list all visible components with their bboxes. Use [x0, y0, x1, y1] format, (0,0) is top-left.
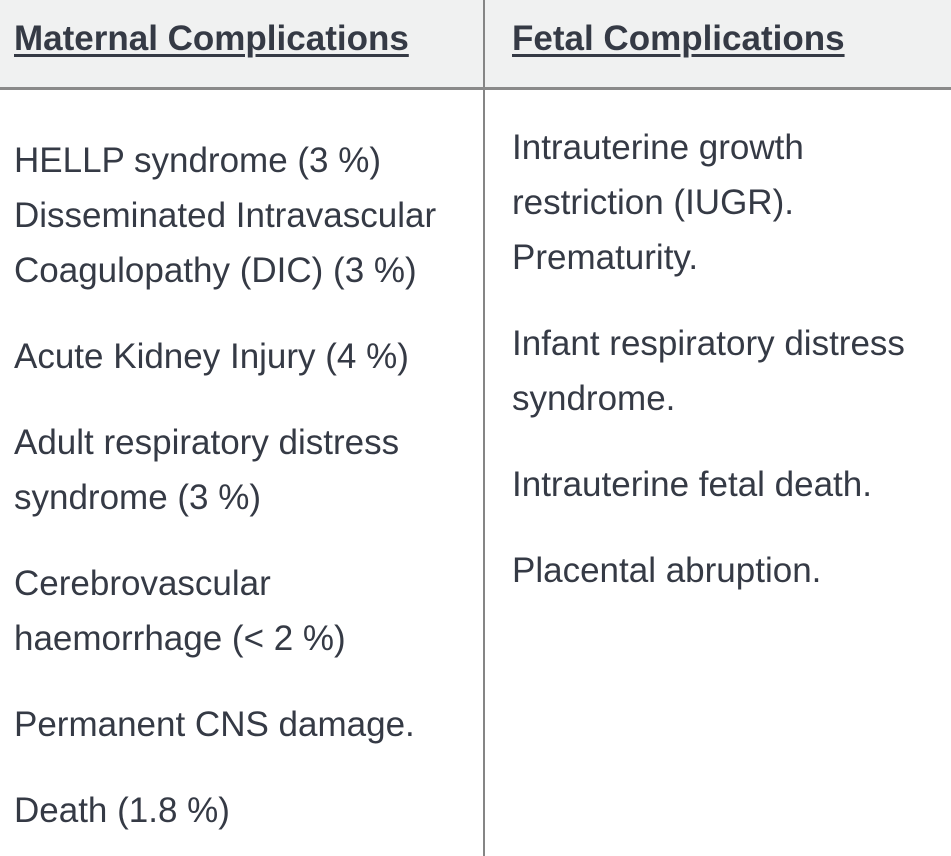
complication-item: Death (1.8 %): [14, 791, 230, 830]
fetal-complications-cell: Intrauterine growth restriction (IUGR). …: [485, 90, 951, 856]
maternal-header-cell: Maternal Complications: [0, 0, 485, 87]
table-body-row: HELLP syndrome (3 %) Disseminated Intrav…: [0, 90, 951, 856]
complication-item: Permanent CNS damage.: [14, 705, 415, 744]
complication-item: Cerebrovascular haemorrhage (< 2 %): [14, 564, 346, 658]
complication-item: Intrauterine fetal death.: [512, 465, 872, 504]
complication-item: Acute Kidney Injury (4 %): [14, 337, 409, 376]
fetal-header-cell: Fetal Complications: [485, 0, 951, 87]
complication-item: Infant respiratory distress syndrome.: [512, 324, 905, 418]
maternal-complications-cell: HELLP syndrome (3 %) Disseminated Intrav…: [0, 90, 485, 856]
complication-item: Adult respiratory distress syndrome (3 %…: [14, 423, 400, 517]
complication-item: HELLP syndrome (3 %) Disseminated Intrav…: [14, 141, 437, 290]
fetal-complications-header: Fetal Complications: [512, 19, 845, 58]
complication-item: Intrauterine growth restriction (IUGR). …: [512, 128, 804, 277]
complication-item: Placental abruption.: [512, 551, 822, 590]
table-header-row: Maternal Complications Fetal Complicatio…: [0, 0, 951, 90]
maternal-complications-header: Maternal Complications: [14, 19, 409, 58]
